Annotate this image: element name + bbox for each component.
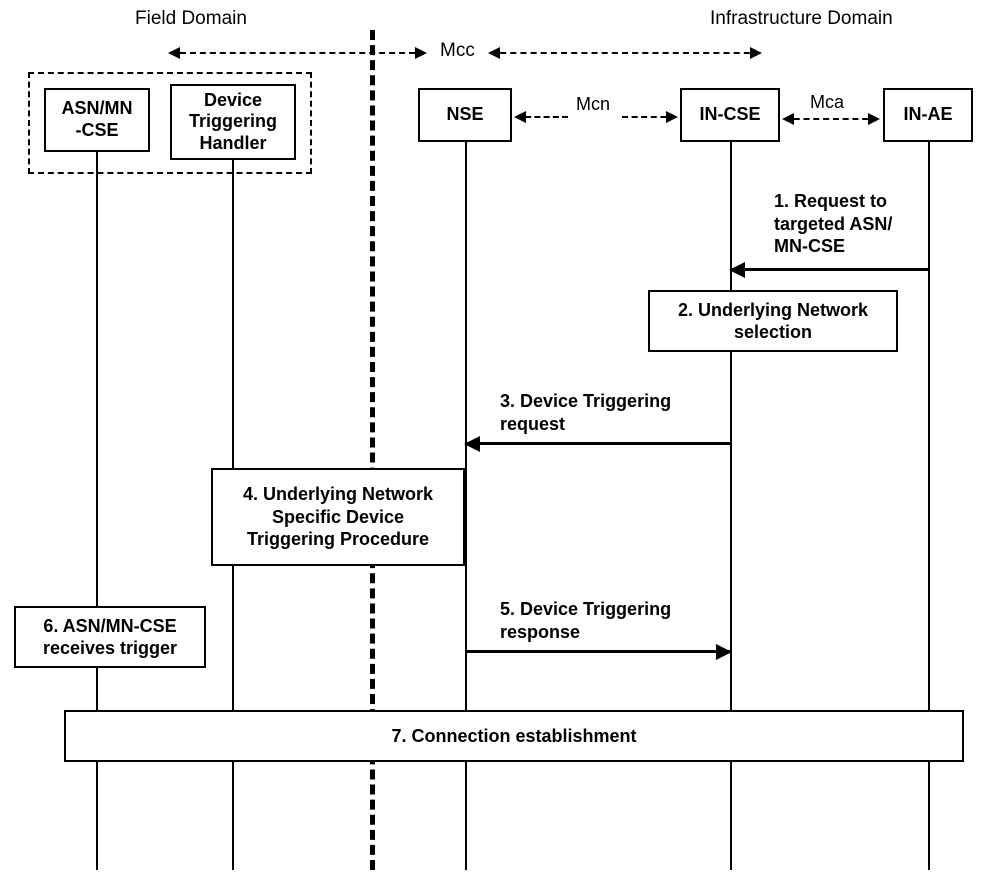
actor-label: IN-AE (904, 104, 953, 126)
step6-box: 6. ASN/MN-CSE receives trigger (14, 606, 206, 668)
msg3-arrow (466, 442, 730, 445)
msg1-arrow (731, 268, 928, 271)
msg1-label: 1. Request to targeted ASN/ MN-CSE (774, 190, 892, 258)
step6-label: 6. ASN/MN-CSE receives trigger (43, 615, 177, 660)
step4-label: 4. Underlying Network Specific Device Tr… (243, 483, 433, 551)
step2-label: 2. Underlying Network selection (678, 299, 868, 344)
mcc-arrow-right (490, 52, 760, 54)
field-domain-header: Field Domain (135, 8, 247, 30)
mcc-arrow-left (170, 52, 425, 54)
actor-label: Device Triggering Handler (189, 90, 277, 155)
lifeline-asn-mn-cse (96, 152, 98, 870)
msg3-label: 3. Device Triggering request (500, 390, 671, 435)
mcn-arrow-left (516, 116, 568, 118)
mca-label: Mca (810, 92, 844, 113)
actor-in-cse: IN-CSE (680, 88, 780, 142)
mca-arrow (784, 118, 878, 120)
actor-label: ASN/MN -CSE (62, 98, 133, 141)
infrastructure-domain-header: Infrastructure Domain (710, 8, 893, 30)
msg5-arrow (466, 650, 730, 653)
mcn-label: Mcn (576, 94, 610, 115)
step7-label: 7. Connection establishment (391, 725, 636, 748)
sequence-diagram: Field Domain Infrastructure Domain Mcc A… (0, 0, 1000, 888)
actor-in-ae: IN-AE (883, 88, 973, 142)
actor-label: NSE (446, 104, 483, 126)
step7-box: 7. Connection establishment (64, 710, 964, 762)
actor-device-triggering-handler: Device Triggering Handler (170, 84, 296, 160)
actor-nse: NSE (418, 88, 512, 142)
actor-asn-mn-cse: ASN/MN -CSE (44, 88, 150, 152)
step4-box: 4. Underlying Network Specific Device Tr… (211, 468, 465, 566)
actor-label: IN-CSE (699, 104, 760, 126)
mcn-arrow-right (622, 116, 676, 118)
msg5-label: 5. Device Triggering response (500, 598, 671, 643)
mcc-label: Mcc (440, 40, 475, 62)
step2-box: 2. Underlying Network selection (648, 290, 898, 352)
